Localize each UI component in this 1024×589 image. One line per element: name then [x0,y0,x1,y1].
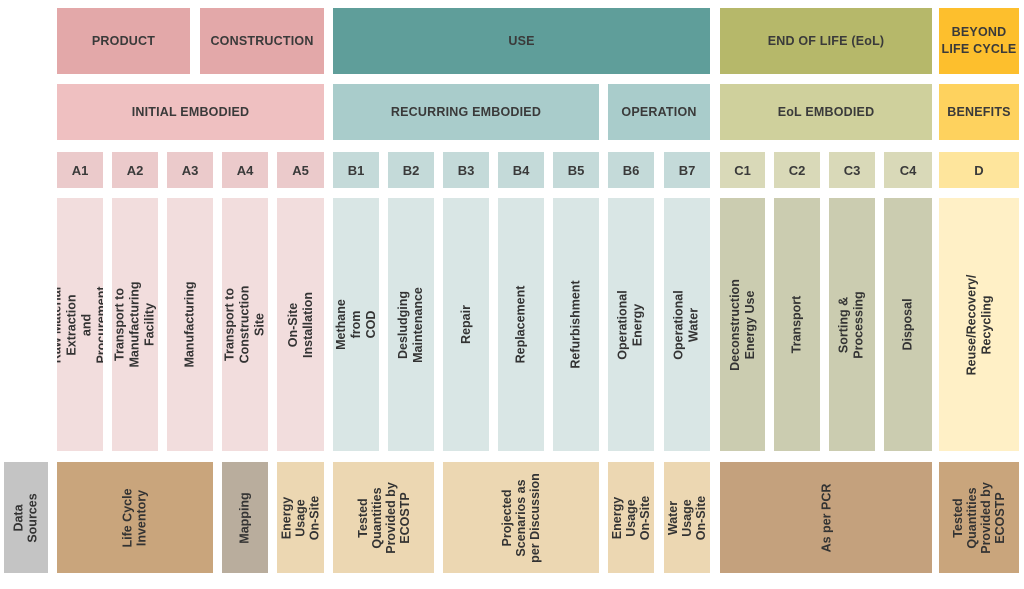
stage-use: USE [333,8,710,74]
stage-beyond-life-cycle: BEYOND LIFE CYCLE [939,8,1019,74]
module-desc-b7: Operational Water [664,198,710,451]
module-code-d: D [939,152,1019,188]
module-desc-a2: Transport to Manufacturing Facility [112,198,158,451]
module-code-a4: A4 [222,152,268,188]
module-code-b5: B5 [553,152,599,188]
module-desc-c4: Disposal [884,198,932,451]
module-desc-c1: Deconstruction Energy Use [720,198,765,451]
module-desc-b3: Repair [443,198,489,451]
data-source-mapping: Mapping [222,462,268,573]
module-desc-a4: Transport to Construction Site [222,198,268,451]
data-source-life-cycle-inventory: Life Cycle Inventory [57,462,213,573]
module-code-c1: C1 [720,152,765,188]
category-recurring-embodied: RECURRING EMBODIED [333,84,599,140]
category-operation: OPERATION [608,84,710,140]
module-desc-b1: Methane from COD [333,198,379,451]
module-code-b3: B3 [443,152,489,188]
module-desc-a1: Raw Material Extraction and Procurement [57,198,103,451]
category-initial-embodied: INITIAL EMBODIED [57,84,324,140]
data-source-water-usage: Water Usage On-Site [664,462,710,573]
data-source-tested-quantities-b: Tested Quantities Provided by ECOSTP [333,462,434,573]
data-source-energy-usage-a5: Energy Usage On-Site [277,462,324,573]
data-source-as-per-pcr: As per PCR [720,462,932,573]
module-desc-a5: On-Site Installation [277,198,324,451]
module-desc-b4: Replacement [498,198,544,451]
stage-product: PRODUCT [57,8,190,74]
module-code-a3: A3 [167,152,213,188]
category-benefits: BENEFITS [939,84,1019,140]
module-code-a5: A5 [277,152,324,188]
module-code-b4: B4 [498,152,544,188]
module-desc-b6: Operational Energy [608,198,654,451]
module-desc-b2: Desludging Maintenance [388,198,434,451]
module-code-b6: B6 [608,152,654,188]
module-code-a1: A1 [57,152,103,188]
data-source-tested-quantities-d: Tested Quantities Provided by ECOSTP [939,462,1019,573]
module-desc-b5: Refurbishment [553,198,599,451]
data-source-projected-scenarios: Projected Scenarios as per Discussion [443,462,599,573]
module-code-b2: B2 [388,152,434,188]
module-desc-a3: Manufacturing [167,198,213,451]
data-source-energy-usage-b6: Energy Usage On-Site [608,462,654,573]
module-desc-c2: Transport [774,198,820,451]
stage-construction: CONSTRUCTION [200,8,324,74]
module-code-b7: B7 [664,152,710,188]
module-code-c3: C3 [829,152,875,188]
data-sources-label: Data Sources [4,462,48,573]
module-code-a2: A2 [112,152,158,188]
stage-end-of-life: END OF LIFE (EoL) [720,8,932,74]
category-eol-embodied: EoL EMBODIED [720,84,932,140]
module-desc-c3: Sorting & Processing [829,198,875,451]
module-code-b1: B1 [333,152,379,188]
module-desc-d: Reuse/Recovery/ Recycling [939,198,1019,451]
module-code-c4: C4 [884,152,932,188]
module-code-c2: C2 [774,152,820,188]
